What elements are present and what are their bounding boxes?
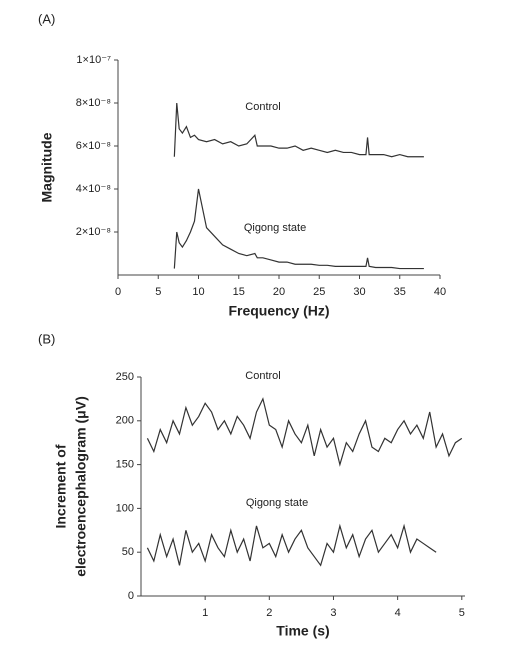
- y-tick-label: 250: [116, 371, 134, 383]
- x-tick-label: 5: [155, 286, 161, 298]
- data-line: [146, 523, 437, 567]
- x-tick-label: 30: [353, 286, 365, 298]
- y-axis-label: Increment of: [53, 444, 69, 528]
- annotation: Control: [245, 370, 280, 382]
- x-tick-label: 25: [313, 286, 325, 298]
- x-axis-label: Time (s): [276, 623, 329, 639]
- y-tick-label: 0: [128, 590, 134, 602]
- y-tick-label: 8×10⁻⁸: [76, 97, 111, 109]
- y-tick-label: 150: [116, 459, 134, 471]
- x-tick-label: 40: [434, 286, 446, 298]
- y-tick-label: 6×10⁻⁸: [76, 140, 111, 152]
- y-axis-label: electroencephalogram (μV): [73, 396, 89, 577]
- y-axis-label: Magnitude: [39, 132, 55, 202]
- y-tick-label: 4×10⁻⁸: [76, 183, 111, 195]
- panel-label: (A): [38, 11, 55, 26]
- data-line: [173, 188, 424, 270]
- y-tick-label: 50: [122, 546, 134, 558]
- y-tick-label: 200: [116, 415, 134, 427]
- x-tick-label: 3: [330, 607, 336, 619]
- x-tick-label: 4: [395, 607, 401, 619]
- annotation: Qigong state: [246, 497, 308, 509]
- y-tick-label: 1×10⁻⁷: [76, 54, 111, 66]
- annotation: Qigong state: [244, 222, 306, 234]
- panel-label: (B): [38, 331, 55, 346]
- y-tick-label: 2×10⁻⁸: [76, 226, 111, 238]
- x-tick-label: 15: [233, 286, 245, 298]
- y-tick-label: 100: [116, 502, 134, 514]
- data-line: [173, 102, 424, 158]
- annotation: Control: [245, 101, 280, 113]
- x-tick-label: 10: [192, 286, 204, 298]
- x-tick-label: 35: [394, 286, 406, 298]
- data-line: [146, 397, 463, 467]
- x-tick-label: 2: [266, 607, 272, 619]
- x-tick-label: 5: [459, 607, 465, 619]
- x-axis-label: Frequency (Hz): [228, 303, 329, 319]
- x-tick-label: 1: [202, 607, 208, 619]
- x-tick-label: 0: [115, 286, 121, 298]
- x-tick-label: 20: [273, 286, 285, 298]
